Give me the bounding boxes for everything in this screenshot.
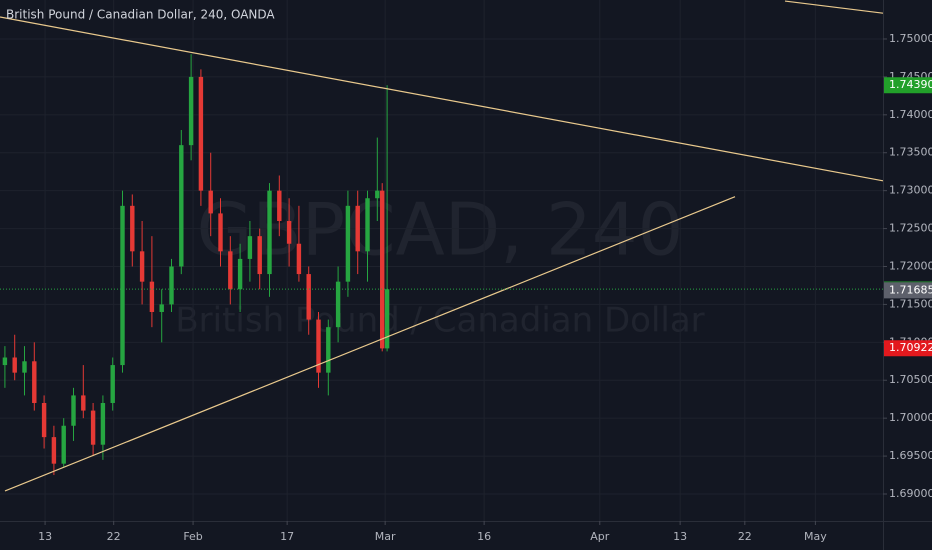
- candle-body: [384, 289, 390, 349]
- candle-body: [71, 395, 76, 426]
- candle-body: [159, 304, 164, 312]
- y-tick-label: 1.71500: [889, 297, 932, 310]
- x-tick-label: 13: [38, 530, 52, 543]
- y-tick-label: 1.73000: [889, 184, 932, 197]
- trendline: [0, 16, 884, 182]
- watermark: GBPCAD, 240 British Pound / Canadian Dol…: [175, 188, 704, 341]
- candle-body: [110, 365, 115, 403]
- candle-body: [228, 251, 233, 290]
- price-label: 1.71685: [889, 283, 932, 296]
- x-tick-label: 16: [477, 530, 491, 543]
- price-label-box: [884, 77, 932, 94]
- candle-body: [2, 357, 8, 366]
- candle-body: [267, 190, 272, 275]
- x-tick-label: Mar: [375, 530, 396, 543]
- candle-body: [335, 281, 341, 328]
- plot-area: [0, 0, 884, 521]
- watermark-description: British Pound / Canadian Dollar: [175, 301, 704, 341]
- candle-body: [179, 145, 184, 267]
- y-tick-label: 1.70500: [889, 373, 932, 386]
- candle-body: [237, 258, 243, 290]
- candle-body: [61, 425, 66, 464]
- x-tick-label: 17: [280, 530, 294, 543]
- candle-body: [247, 236, 253, 259]
- candle-body: [345, 205, 351, 282]
- candle-body: [130, 205, 135, 252]
- candle-body: [296, 243, 302, 275]
- candle-body: [22, 361, 27, 373]
- candle-body: [81, 395, 86, 411]
- y-tick-label: 1.72500: [889, 222, 932, 235]
- chart-title: British Pound / Canadian Dollar, 240, OA…: [6, 8, 275, 22]
- y-tick-label: 1.72000: [889, 259, 932, 272]
- candle-body: [32, 361, 37, 403]
- candle-body: [218, 213, 223, 252]
- y-tick-label: 1.69000: [889, 487, 932, 500]
- x-tick-label: Apr: [590, 530, 610, 543]
- candle-body: [149, 281, 155, 312]
- candle-body: [306, 274, 311, 320]
- candle-body: [208, 190, 213, 214]
- candle-body: [257, 236, 262, 275]
- candle-body: [41, 402, 47, 438]
- x-tick-label: 13: [673, 530, 687, 543]
- candle-body: [120, 205, 125, 366]
- candle-body: [326, 327, 331, 373]
- candle-body: [139, 251, 145, 282]
- x-tick-label: 22: [107, 530, 121, 543]
- y-tick-label: 1.70000: [889, 411, 932, 424]
- candle-body: [169, 266, 174, 305]
- candle-body: [12, 357, 17, 373]
- price-label: 1.70922: [889, 341, 932, 354]
- candle-body: [365, 198, 370, 252]
- trendline: [4, 196, 736, 492]
- candle-body: [198, 76, 204, 191]
- x-tick-label: May: [804, 530, 827, 543]
- y-tick-label: 1.74000: [889, 108, 932, 121]
- candle-body: [380, 190, 385, 349]
- candle-body: [316, 319, 321, 373]
- candle-body: [100, 402, 106, 445]
- candle-body: [188, 76, 194, 146]
- candle-body: [277, 190, 282, 221]
- y-tick-label: 1.73500: [889, 146, 932, 159]
- candle-body: [51, 437, 57, 464]
- price-label: 1.74390: [889, 78, 932, 91]
- y-tick-label: 1.69500: [889, 449, 932, 462]
- candle-body: [286, 220, 292, 244]
- candle-body: [375, 190, 380, 199]
- price-label-box: [884, 282, 932, 299]
- x-tick-label: 22: [738, 530, 752, 543]
- candle-body: [355, 205, 360, 252]
- trendline: [784, 0, 884, 14]
- candle-body: [90, 410, 96, 445]
- price-label-box: [884, 340, 932, 357]
- y-tick-label: 1.75000: [889, 32, 932, 45]
- x-tick-label: Feb: [183, 530, 202, 543]
